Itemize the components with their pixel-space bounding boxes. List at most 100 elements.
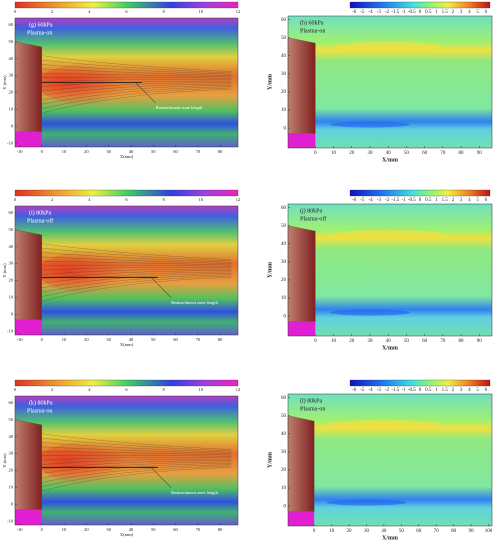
x-tick-label: 30 — [106, 337, 111, 342]
flow-core — [37, 62, 158, 107]
colorbar-tick-label: 3 — [460, 198, 463, 203]
streamline — [41, 465, 232, 487]
flow-streak — [329, 121, 410, 128]
streamline — [41, 79, 232, 83]
x-tick-label: 80 — [218, 527, 223, 532]
streamline — [41, 451, 232, 456]
colorbar — [14, 379, 239, 387]
y-axis-label: Y/mm — [267, 74, 273, 90]
x-tick-label: 10 — [331, 151, 337, 156]
y-tick-label: 20 — [9, 468, 14, 473]
y-axis-label: Y (mm) — [2, 75, 7, 90]
colorbar-tick-label: -4 — [369, 388, 374, 393]
step-base — [15, 131, 42, 147]
streamline — [41, 64, 232, 75]
step-base — [288, 133, 316, 148]
y-axis-label: Y (mm) — [2, 263, 7, 278]
x-tick-label: -10 — [16, 337, 23, 342]
colorbar-tick-label: 10 — [199, 387, 204, 392]
panel-condition: Plasma-on — [300, 28, 325, 34]
colorbar-tick-label: -2 — [385, 198, 390, 203]
streamline — [41, 267, 232, 271]
colorbar-tick-label: 2 — [51, 197, 53, 202]
streamline — [41, 455, 232, 457]
x-tick-label: 60 — [173, 527, 178, 532]
x-tick-label: 20 — [84, 527, 89, 532]
y-tick-label: 40 — [281, 432, 287, 437]
colorbar-tick-label: 0 — [14, 9, 17, 14]
colorbar — [349, 1, 491, 9]
y-tick-label: 10 — [281, 296, 287, 301]
streamline — [41, 82, 232, 92]
x-tick-label: 70 — [196, 527, 201, 532]
y-tick-label: 50 — [281, 36, 287, 41]
reattachment-pointer — [135, 82, 156, 104]
x-axis-label: X(mm) — [120, 532, 134, 537]
x-tick-label: 50 — [404, 151, 410, 156]
colorbar-tick-label: 12 — [236, 9, 241, 14]
colorbar-tick-label: 0 — [419, 198, 422, 203]
step — [14, 41, 42, 132]
y-axis-label: Y/mm — [267, 262, 273, 278]
streamline — [41, 252, 232, 263]
colorbar-tick-label: 1 — [435, 388, 438, 393]
colorbar-tick-label: -1 — [401, 10, 406, 15]
flow-streak — [333, 41, 444, 52]
x-tick-label: 50 — [151, 149, 156, 154]
reattachment-pointer — [150, 277, 172, 298]
x-axis-label: X/mm — [382, 157, 398, 163]
x-tick-label: 30 — [364, 529, 370, 534]
y-tick-label: 10 — [9, 295, 14, 300]
x-tick-label: -10 — [16, 527, 23, 532]
colorbar-tick-label: 4 — [88, 387, 91, 392]
y-tick-label: 10 — [9, 485, 14, 490]
y-tick-label: 0 — [284, 126, 287, 131]
x-tick-label: 50 — [151, 527, 156, 532]
colorbar-tick-label: -6 — [352, 388, 357, 393]
y-tick-label: 50 — [281, 414, 287, 419]
y-tick-label: 60 — [9, 400, 14, 405]
x-tick-label: 60 — [422, 151, 428, 156]
streamline — [41, 55, 232, 72]
y-tick-label: 20 — [281, 278, 287, 283]
y-tick-label: 20 — [281, 468, 287, 473]
flow-field — [288, 394, 492, 526]
streamline — [41, 243, 232, 260]
colorbar — [349, 189, 491, 197]
x-tick-label: 70 — [196, 337, 201, 342]
streamline — [41, 433, 232, 450]
x-tick-label: 70 — [440, 151, 446, 156]
colorbar-tick-label: 6 — [485, 198, 488, 203]
streamline — [41, 73, 232, 78]
colorbar-tick-label: 12 — [236, 197, 241, 202]
flow-streak — [329, 309, 410, 316]
streamline — [41, 59, 232, 74]
y-tick-label: 40 — [281, 242, 287, 247]
x-tick-label: 20 — [84, 149, 89, 154]
x-tick-label: 80 — [218, 337, 223, 342]
flow-streak — [333, 229, 444, 240]
panel-condition: Plasma-on — [27, 30, 52, 36]
colorbar-tick-label: 5 — [476, 10, 479, 15]
panel-label: (h) 60kPa — [300, 19, 324, 26]
plot-frame — [287, 203, 493, 337]
y-tick-label: 50 — [281, 224, 287, 229]
x-tick-label: 10 — [62, 337, 67, 342]
colorbar-tick-label: -1 — [401, 198, 406, 203]
streamline — [41, 86, 232, 105]
x-tick-label: 50 — [404, 339, 410, 344]
colorbar-tick-label: 3 — [460, 10, 463, 15]
x-tick-label: 80 — [459, 339, 465, 344]
x-tick-label: 70 — [440, 339, 446, 344]
colorbar-tick-label: 4 — [468, 10, 471, 15]
y-tick-label: 20 — [9, 90, 14, 95]
y-tick-label: 0 — [284, 504, 287, 509]
x-tick-label: 10 — [331, 339, 337, 344]
x-tick-label: 30 — [106, 527, 111, 532]
colorbar-tick-label: 3 — [460, 388, 463, 393]
colorbar-tick-label: 1 — [435, 198, 438, 203]
x-tick-label: 10 — [62, 149, 67, 154]
x-tick-label: 10 — [62, 527, 67, 532]
x-tick-label: 0 — [313, 529, 316, 534]
colorbar-tick-label: 4 — [468, 388, 471, 393]
